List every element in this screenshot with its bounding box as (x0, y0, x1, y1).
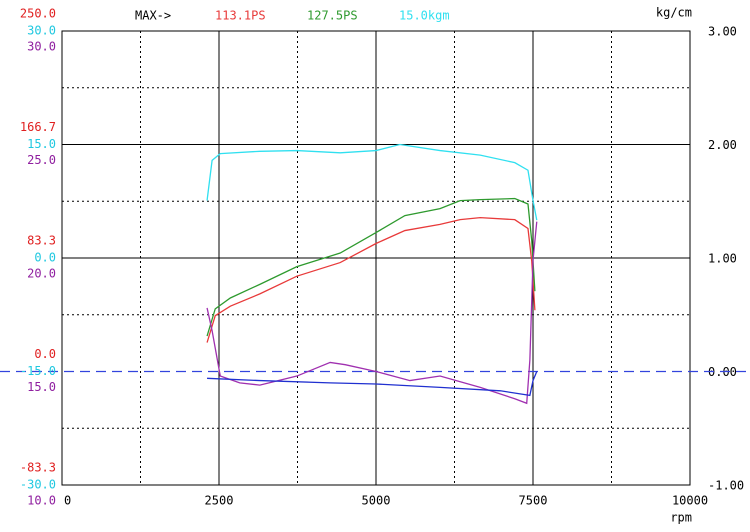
y-tick-label: 20.0 (27, 267, 56, 281)
header-label: MAX-> (135, 9, 171, 23)
y-tick-label: 250.0 (20, 7, 56, 21)
y-tick-label: 0.0 (34, 347, 56, 361)
y-tick-label: 30.0 (27, 24, 56, 38)
x-tick-label: 7500 (519, 494, 548, 508)
y2-tick-label: -1.00 (708, 479, 744, 493)
series-line (206, 221, 538, 405)
x-tick-label: 5000 (362, 494, 391, 508)
y-tick-label: -30.0 (20, 478, 56, 492)
y2-tick-label: 2.00 (708, 138, 737, 152)
x-axis-label: rpm (670, 511, 692, 525)
legend-entry: 127.5PS (307, 9, 358, 23)
y2-tick-label: 3.00 (708, 25, 737, 39)
y-tick-label: 15.0 (27, 380, 56, 394)
y2-axis-label: kg/cm (656, 6, 692, 20)
y-tick-label: 166.7 (20, 120, 56, 134)
y2-tick-label: 1.00 (708, 252, 737, 266)
y-tick-label: 25.0 (27, 153, 56, 167)
series-line (206, 197, 536, 337)
x-tick-label: 2500 (205, 494, 234, 508)
series-line (207, 371, 538, 397)
y-tick-label: 83.3 (27, 234, 56, 248)
legend-entry: 15.0kgm (399, 9, 450, 23)
series-line (206, 143, 538, 221)
y-tick-label: -15.0 (20, 364, 56, 378)
y-tick-label: 0.0 (34, 251, 56, 265)
y-tick-label: -83.3 (20, 461, 56, 475)
x-tick-label: 0 (64, 494, 71, 508)
legend-entry: 113.1PS (215, 9, 266, 23)
x-tick-label: 10000 (672, 494, 708, 508)
series-line (206, 216, 536, 343)
y-tick-label: 30.0 (27, 40, 56, 54)
y-tick-label: 15.0 (27, 137, 56, 151)
y-tick-label: 10.0 (27, 494, 56, 508)
